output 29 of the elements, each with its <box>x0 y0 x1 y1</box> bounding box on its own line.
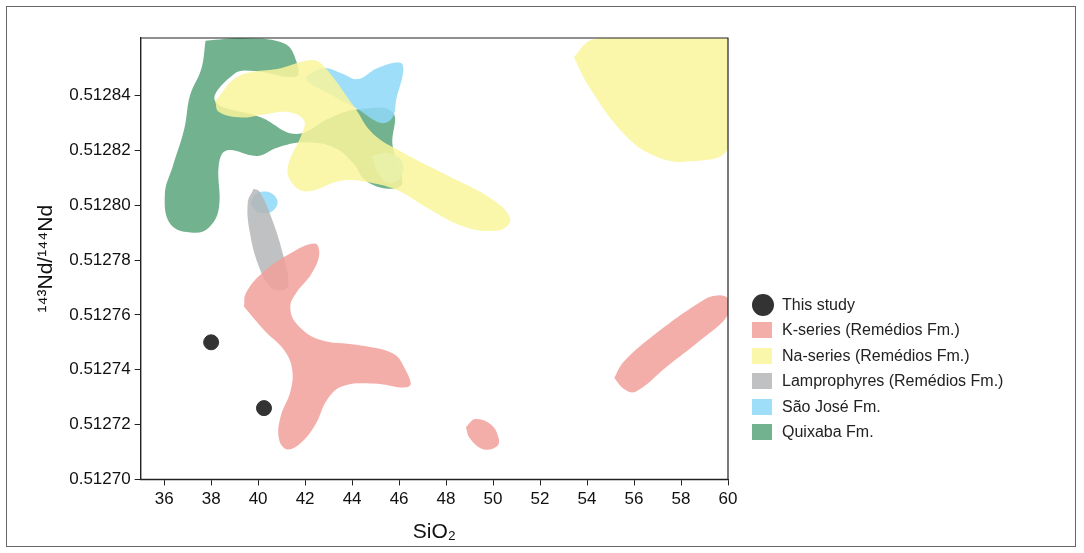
legend-label: K-series (Remédios Fm.) <box>782 321 960 340</box>
x-tick-label: 50 <box>483 489 503 509</box>
x-tick-label: 44 <box>342 489 362 509</box>
y-tick-label: 0.51274 <box>69 359 131 379</box>
x-axis-title: SiO₂ <box>412 519 456 543</box>
legend-label: Na-series (Remédios Fm.) <box>782 346 970 365</box>
legend-label: São José Fm. <box>782 397 881 416</box>
y-tick-label: 0.51278 <box>69 249 131 269</box>
x-tick-label: 56 <box>624 489 644 509</box>
legend-label: Lamprophyres (Remédios Fm.) <box>782 372 1004 391</box>
x-tick-label: 60 <box>718 489 738 509</box>
y-tick-label: 0.51284 <box>69 85 131 105</box>
x-tick-label: 42 <box>295 489 315 509</box>
x-tick-label: 48 <box>436 489 456 509</box>
x-tick-label: 58 <box>671 489 691 509</box>
x-tick-label: 40 <box>248 489 268 509</box>
x-tick-label: 38 <box>201 489 221 509</box>
y-tick-label: 0.51282 <box>69 140 131 160</box>
y-axis-title: ¹⁴³Nd/¹⁴⁴Nd <box>33 204 57 313</box>
x-tick-label: 52 <box>530 489 550 509</box>
y-tick-label: 0.51280 <box>69 194 131 214</box>
y-tick-label: 0.51270 <box>69 469 131 489</box>
y-tick-label: 0.51272 <box>69 414 131 434</box>
x-tick-label: 36 <box>154 489 174 509</box>
x-tick-label: 46 <box>389 489 409 509</box>
y-tick-label: 0.51276 <box>69 304 131 324</box>
x-tick-label: 54 <box>577 489 597 509</box>
legend-label: This study <box>782 295 855 314</box>
legend-label: Quixaba Fm. <box>782 423 874 442</box>
